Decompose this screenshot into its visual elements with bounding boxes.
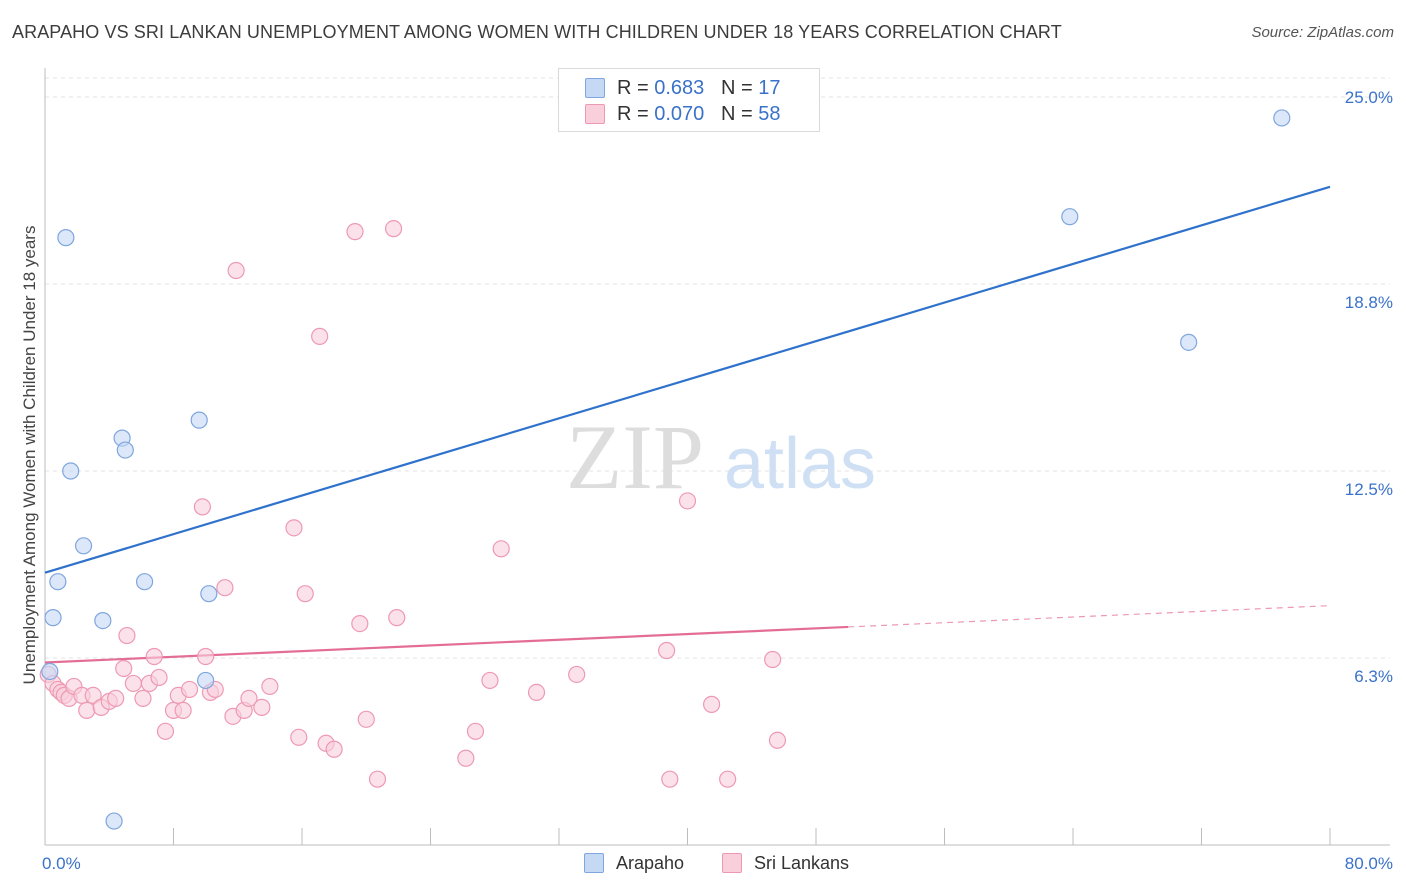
data-point-srilankans bbox=[764, 650, 782, 669]
legend-r-value-srilankans: 0.070 bbox=[654, 103, 705, 125]
data-point-arapaho bbox=[197, 671, 215, 690]
data-point-srilankans bbox=[180, 680, 199, 699]
legend-r-label: R = bbox=[617, 103, 655, 125]
data-point-arapaho bbox=[200, 585, 218, 603]
data-point-arapaho bbox=[116, 441, 134, 459]
data-point-srilankans bbox=[527, 683, 546, 702]
data-point-srilankans bbox=[678, 492, 697, 510]
data-point-srilankans bbox=[457, 749, 475, 767]
y-axis-title: Unemployment Among Women with Children U… bbox=[20, 225, 39, 685]
data-point-srilankans bbox=[216, 579, 234, 597]
data-point-arapaho bbox=[1061, 208, 1079, 226]
data-point-srilankans bbox=[124, 674, 142, 693]
legend-n-value-srilankans: 58 bbox=[758, 103, 781, 125]
data-point-srilankans bbox=[156, 722, 175, 740]
legend-n-label: N = bbox=[720, 103, 759, 125]
trend-line-srilankans bbox=[44, 625, 849, 664]
data-point-srilankans bbox=[134, 689, 152, 707]
trend-line-arapaho bbox=[44, 185, 1331, 574]
data-point-srilankans bbox=[290, 728, 308, 746]
axes bbox=[44, 68, 1390, 846]
data-point-srilankans bbox=[227, 261, 245, 280]
data-point-srilankans bbox=[240, 689, 258, 707]
chart-title: ARAPAHO VS SRI LANKAN UNEMPLOYMENT AMONG… bbox=[12, 22, 1062, 42]
data-point-srilankans bbox=[84, 686, 102, 705]
data-point-srilankans bbox=[466, 722, 485, 740]
data-point-srilankans bbox=[145, 647, 163, 666]
data-point-srilankans bbox=[311, 327, 329, 345]
bottom-legend-label-arapaho: Arapaho bbox=[616, 853, 685, 873]
x-tick-label: 0.0% bbox=[42, 854, 81, 873]
data-point-srilankans bbox=[481, 671, 499, 690]
bottom-legend-label-srilankans: Sri Lankans bbox=[754, 853, 850, 873]
trend-lines bbox=[44, 185, 1331, 664]
data-point-srilankans bbox=[492, 540, 510, 558]
source-label: Source: ZipAtlas.com bbox=[1251, 24, 1394, 41]
data-point-srilankans bbox=[702, 695, 721, 713]
data-point-srilankans bbox=[197, 647, 215, 666]
data-point-arapaho bbox=[49, 573, 67, 591]
data-point-srilankans bbox=[174, 701, 192, 719]
data-point-srilankans bbox=[346, 223, 364, 241]
data-point-srilankans bbox=[78, 701, 96, 719]
data-point-srilankans bbox=[253, 698, 271, 716]
data-point-arapaho bbox=[74, 537, 93, 555]
gridlines bbox=[45, 77, 1390, 659]
bottom-legend-swatch-srilankans bbox=[722, 853, 742, 873]
trend-line-dashed-srilankans bbox=[848, 605, 1331, 628]
y-tick-label: 25.0% bbox=[1345, 88, 1393, 107]
bottom-legend-swatch-arapaho bbox=[584, 853, 604, 873]
y-tick-label: 6.3% bbox=[1354, 667, 1393, 686]
y-tick-label: 18.8% bbox=[1345, 293, 1393, 312]
watermark-zip: ZIP bbox=[566, 406, 704, 508]
data-point-arapaho bbox=[1273, 109, 1291, 127]
data-point-arapaho bbox=[41, 662, 59, 681]
tick-labels: 6.3% 12.5% 18.8% 25.0% 0.0% 80.0% bbox=[42, 88, 1393, 873]
legend-r-label: R = bbox=[617, 77, 655, 99]
data-point-srilankans bbox=[768, 731, 787, 749]
data-point-srilankans bbox=[193, 498, 212, 516]
data-point-arapaho bbox=[190, 411, 208, 429]
data-point-srilankans bbox=[296, 585, 314, 603]
data-point-srilankans bbox=[118, 626, 136, 645]
data-point-arapaho bbox=[94, 611, 112, 630]
data-point-srilankans bbox=[285, 519, 303, 537]
y-tick-label: 12.5% bbox=[1345, 480, 1393, 499]
data-point-arapaho bbox=[105, 812, 123, 830]
data-point-srilankans bbox=[107, 689, 125, 707]
data-point-arapaho bbox=[1180, 333, 1198, 351]
data-point-arapaho bbox=[135, 573, 154, 591]
data-point-arapaho bbox=[44, 609, 62, 627]
data-point-arapaho bbox=[57, 229, 75, 247]
data-point-arapaho bbox=[62, 462, 80, 480]
legend-r-value-arapaho: 0.683 bbox=[654, 77, 705, 99]
legend-swatch-srilankans bbox=[585, 104, 605, 124]
data-point-srilankans bbox=[351, 614, 369, 633]
data-point-srilankans bbox=[357, 710, 375, 728]
data-point-srilankans bbox=[384, 220, 403, 238]
data-point-srilankans bbox=[661, 770, 679, 788]
data-point-srilankans bbox=[388, 609, 406, 627]
legend-n-label: N = bbox=[720, 77, 759, 99]
data-point-srilankans bbox=[115, 659, 133, 678]
data-point-srilankans bbox=[368, 770, 387, 788]
data-points bbox=[39, 109, 1291, 830]
x-tick-label: 80.0% bbox=[1345, 854, 1393, 873]
data-point-srilankans bbox=[150, 668, 168, 687]
data-point-srilankans bbox=[658, 641, 676, 660]
data-point-srilankans bbox=[568, 665, 586, 684]
correlation-legend: R = 0.683 N = 17 R = 0.070 N = 58 bbox=[558, 68, 820, 132]
legend-swatch-arapaho bbox=[585, 78, 605, 98]
data-point-srilankans bbox=[719, 770, 737, 788]
legend-n-value-arapaho: 17 bbox=[758, 77, 781, 99]
data-point-srilankans bbox=[261, 677, 279, 696]
data-point-srilankans bbox=[325, 740, 343, 758]
watermark-atlas: atlas bbox=[724, 424, 876, 504]
